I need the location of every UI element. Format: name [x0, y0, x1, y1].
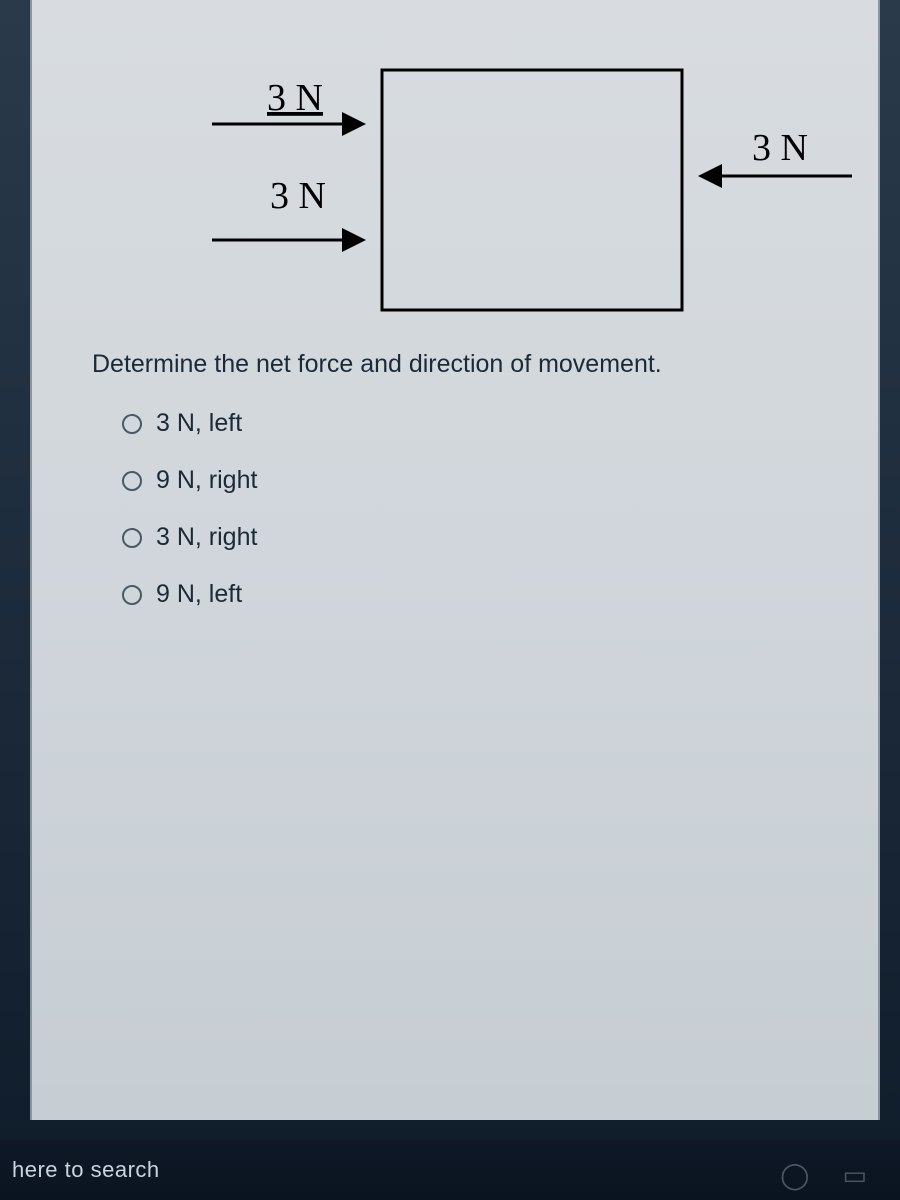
option-d[interactable]: 9 N, left	[122, 580, 818, 609]
option-label: 9 N, right	[156, 466, 257, 495]
object-box	[382, 70, 682, 310]
force-arrow-right: 3 N	[702, 127, 852, 176]
options-group: 3 N, left 9 N, right 3 N, right 9 N, lef…	[32, 399, 878, 609]
force-diagram: 3 N 3 N 3 N	[32, 0, 878, 320]
option-a[interactable]: 3 N, left	[122, 409, 818, 438]
option-b[interactable]: 9 N, right	[122, 466, 818, 495]
diagram-svg: 3 N 3 N 3 N	[32, 0, 882, 320]
taskbar-icons: ◯ ▭	[780, 1160, 870, 1190]
option-label: 9 N, left	[156, 580, 242, 609]
option-label: 3 N, left	[156, 409, 242, 438]
radio-icon	[122, 414, 142, 434]
option-label: 3 N, right	[156, 523, 257, 552]
question-prompt: Determine the net force and direction of…	[32, 320, 878, 399]
windows-taskbar[interactable]: here to search ◯ ▭	[0, 1140, 900, 1200]
force-label-top-left: 3 N	[267, 77, 323, 119]
force-arrow-top-left: 3 N	[212, 77, 362, 124]
force-label-bottom-left: 3 N	[270, 175, 326, 217]
radio-icon	[122, 528, 142, 548]
taskview-icon[interactable]: ▭	[840, 1160, 870, 1190]
radio-icon	[122, 585, 142, 605]
cortana-icon[interactable]: ◯	[780, 1160, 810, 1190]
force-label-right: 3 N	[752, 127, 808, 169]
radio-icon	[122, 471, 142, 491]
taskbar-search-text[interactable]: here to search	[12, 1157, 160, 1183]
force-arrow-bottom-left: 3 N	[212, 175, 362, 240]
option-c[interactable]: 3 N, right	[122, 523, 818, 552]
question-panel: 3 N 3 N 3 N Determine the net force and …	[30, 0, 880, 1120]
